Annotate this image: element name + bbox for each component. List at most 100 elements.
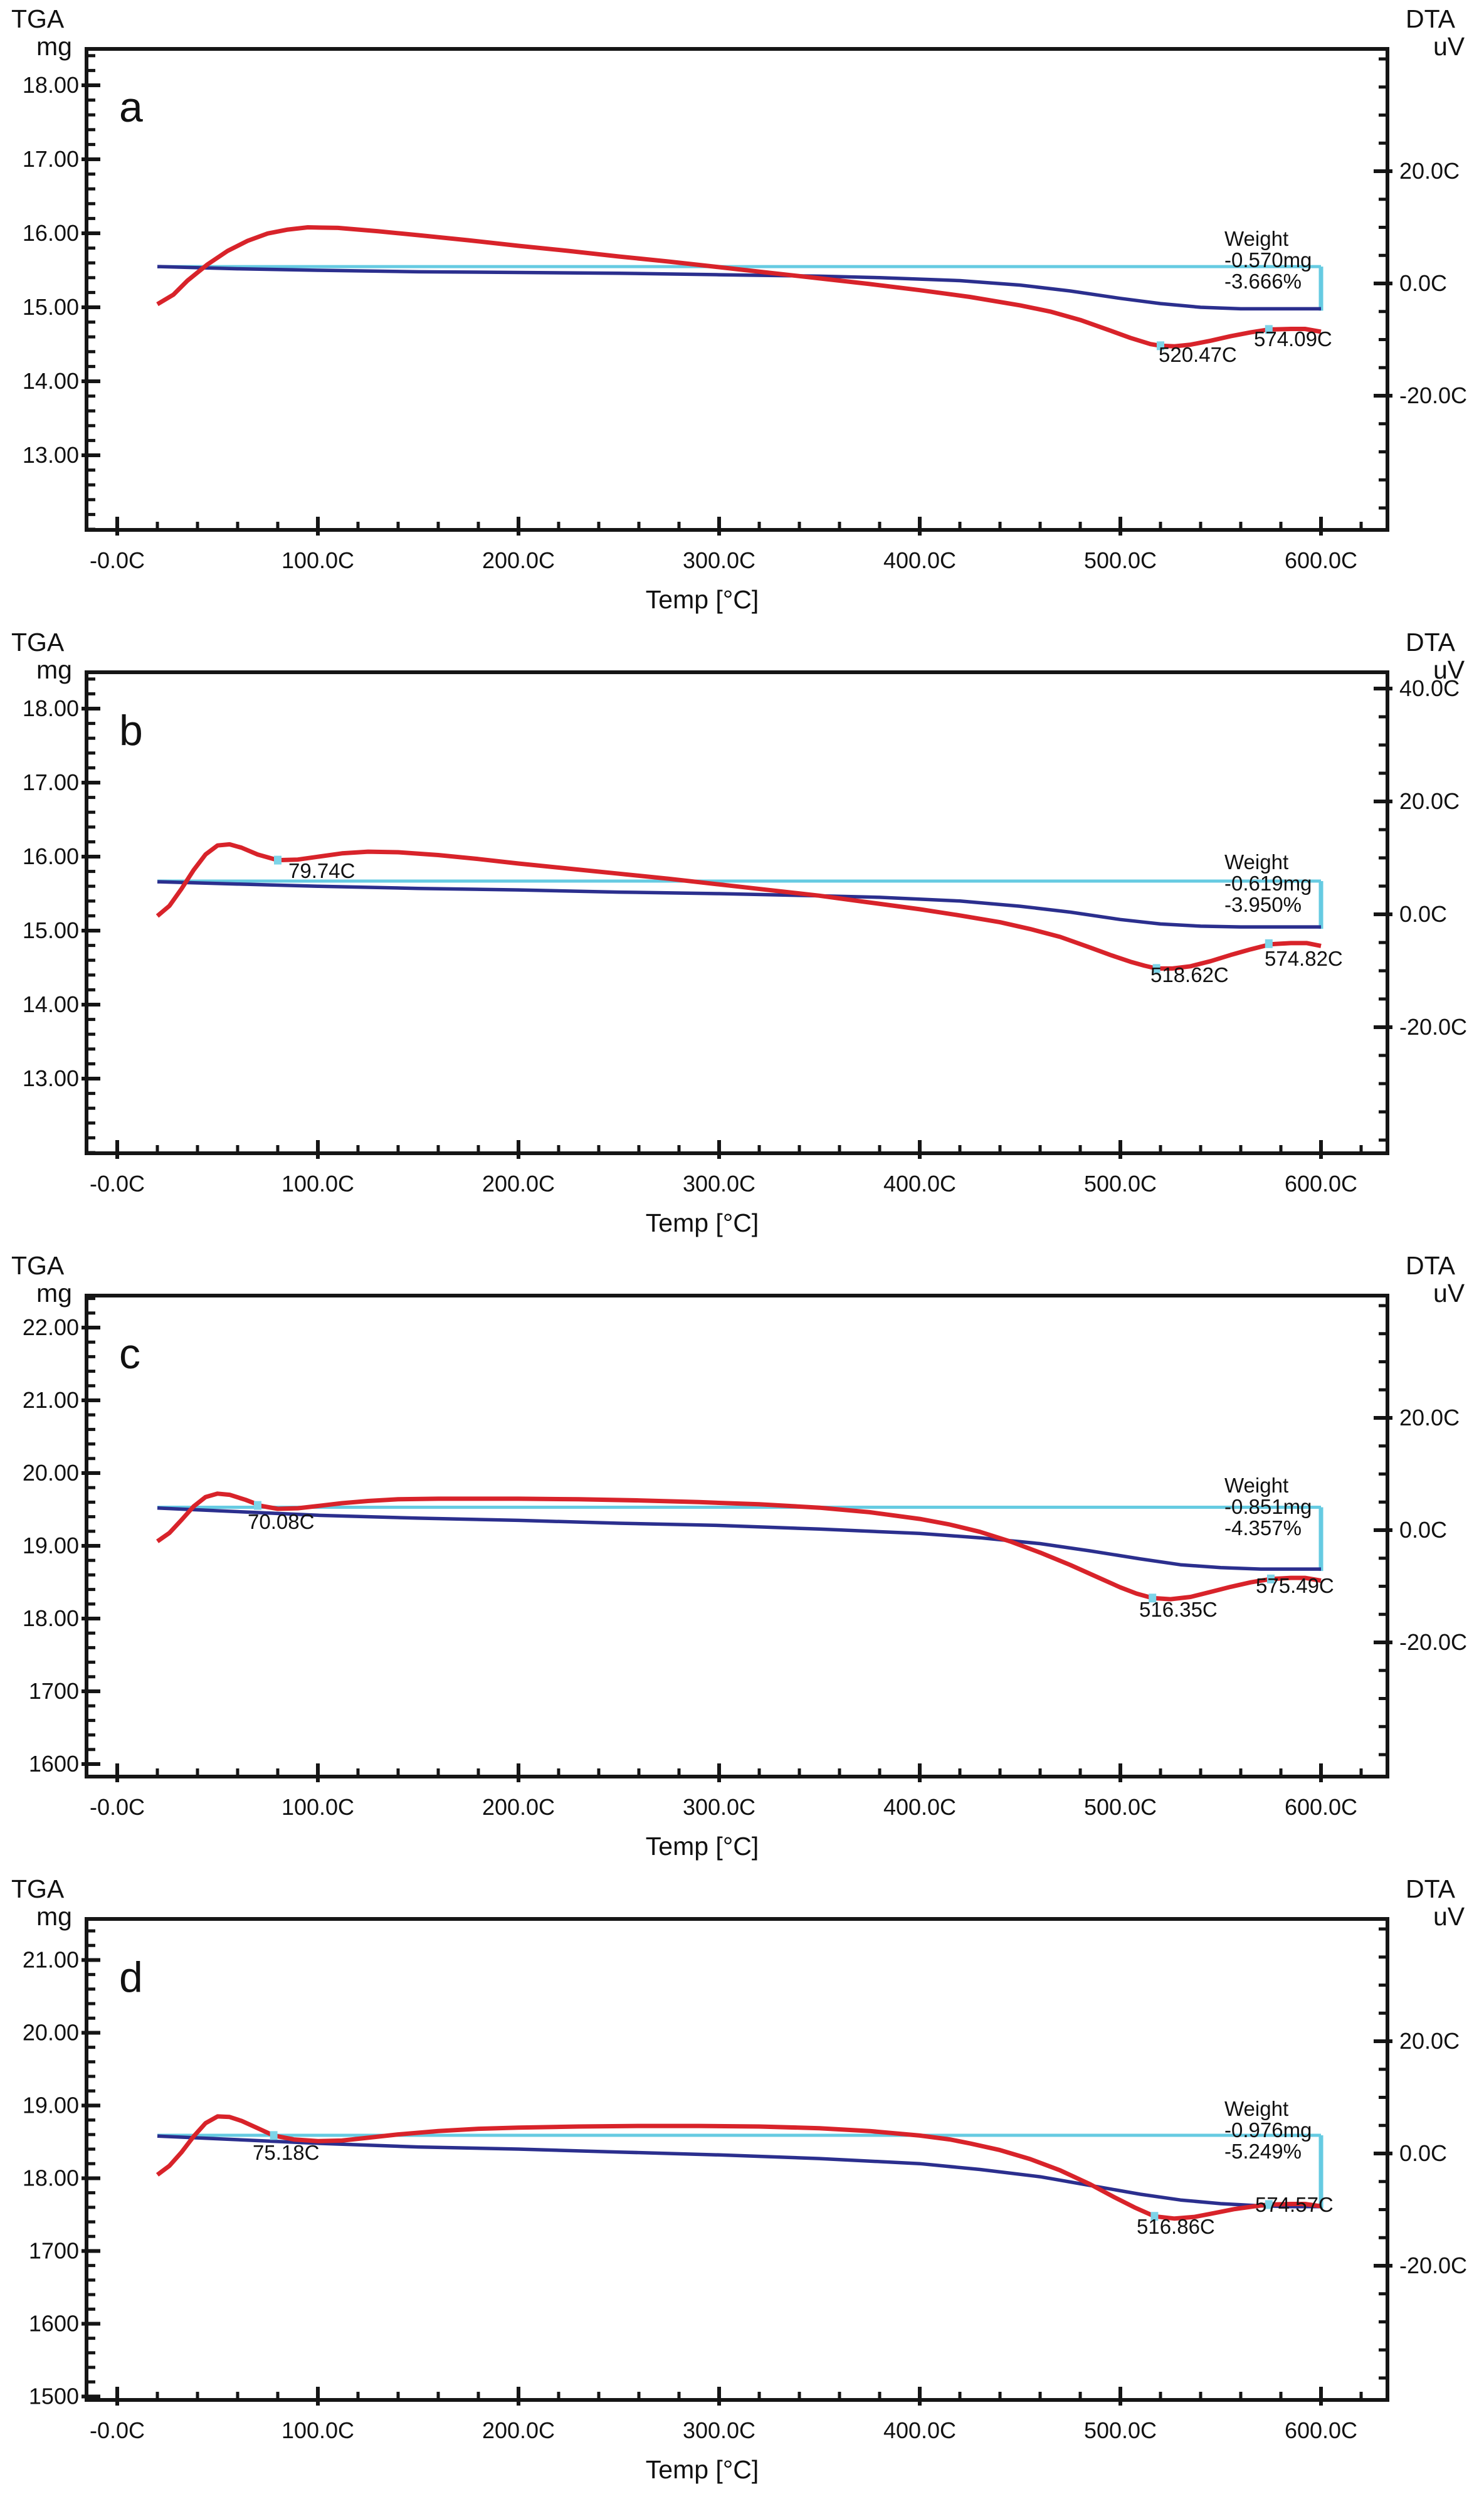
tga-tick-label: 13.00 — [23, 442, 79, 468]
x-tick-label: -0.0C — [90, 1794, 145, 1820]
dta-tick-label: 0.0C — [1399, 1517, 1447, 1543]
left-axis-title: TGA — [11, 4, 65, 33]
tga-tick-label: 14.00 — [23, 991, 79, 1017]
panel-a: -0.0C 100.0C 200.0C 300.0C 400.0C 500.0C 600.0… — [0, 0, 1484, 623]
x-tick-label: -0.0C — [90, 2417, 145, 2443]
tga-tick-label: 16.00 — [23, 220, 79, 246]
x-tick-label: 600.0C — [1285, 1171, 1357, 1197]
plot-frame — [85, 47, 1389, 532]
left-axis-title: TGA — [11, 1251, 65, 1280]
x-tick-label: 600.0C — [1285, 1794, 1357, 1820]
weight-annotation-line: -0.570mg — [1224, 248, 1312, 272]
tga-tick-label: 1500 — [29, 2383, 79, 2409]
annotation-marker — [1150, 2212, 1159, 2221]
dta-tick-label: 0.0C — [1399, 270, 1447, 296]
x-tick-label: 600.0C — [1285, 547, 1357, 573]
annotation-marker — [254, 1501, 261, 1510]
x-tick-label: 500.0C — [1084, 1171, 1157, 1197]
tga-curve — [157, 1506, 1321, 1571]
temperature-label: 70.08C — [248, 1510, 314, 1533]
annotation-marker — [270, 2131, 278, 2140]
x-tick-label: 200.0C — [482, 2417, 555, 2443]
plot-frame — [85, 670, 1389, 1155]
tga-tick-label: 15.00 — [23, 917, 79, 943]
panel-c: -0.0C 100.0C 200.0C 300.0C 400.0C 500.0C 600.0… — [0, 1247, 1484, 1870]
x-tick-label: -0.0C — [90, 1171, 145, 1197]
tga-curve — [157, 265, 1321, 311]
chart-panel-c: -0.0C 100.0C 200.0C 300.0C 400.0C 500.0C 600.0… — [11, 1251, 1467, 1861]
weight-annotation-line: -0.976mg — [1224, 2118, 1312, 2142]
x-tick-label: 400.0C — [883, 1171, 956, 1197]
annotation-marker — [1149, 1593, 1157, 1603]
annotation-marker — [274, 855, 282, 865]
right-axis-unit: uV — [1433, 655, 1465, 684]
left-axis-title: TGA — [11, 1874, 65, 1903]
tga-tick-label: 21.00 — [23, 1387, 79, 1413]
weight-annotation-line: Weight — [1224, 227, 1288, 250]
x-tick-label: 600.0C — [1285, 2417, 1357, 2443]
x-tick-label: 200.0C — [482, 547, 555, 573]
dta-tick-label: 20.0C — [1399, 1405, 1460, 1430]
tga-tick-label: 18.00 — [23, 72, 79, 98]
chart-panel-b: -0.0C 100.0C 200.0C 300.0C 400.0C 500.0C 600.0… — [11, 628, 1467, 1237]
temperature-label: 516.86C — [1137, 2215, 1215, 2238]
dta-tick-label: 20.0C — [1399, 158, 1460, 184]
right-axis-title: DTA — [1406, 4, 1456, 33]
temperature-label: 574.09C — [1254, 327, 1332, 351]
tga-curve — [157, 2134, 1321, 2209]
weight-annotation-line: -5.249% — [1224, 2140, 1302, 2163]
tga-tick-label: 14.00 — [23, 368, 79, 394]
panel-b: -0.0C 100.0C 200.0C 300.0C 400.0C 500.0C 600.0… — [0, 623, 1484, 1247]
temperature-label: 520.47C — [1159, 343, 1237, 366]
tga-tick-label: 1600 — [29, 1751, 79, 1777]
weight-annotation-line: Weight — [1224, 2097, 1288, 2120]
x-axis-title: Temp [°C] — [646, 1208, 759, 1237]
x-tick-label: 100.0C — [282, 547, 354, 573]
tga-tick-label: 17.00 — [23, 769, 79, 795]
x-tick-label: 500.0C — [1084, 1794, 1157, 1820]
tga-tick-label: 1600 — [29, 2310, 79, 2336]
dta-tick-label: -20.0C — [1399, 1629, 1467, 1655]
temperature-label: 574.82C — [1265, 947, 1343, 970]
x-tick-label: 200.0C — [482, 1794, 555, 1820]
panel-letter: d — [119, 1953, 143, 2001]
x-axis-title: Temp [°C] — [646, 585, 759, 614]
tga-tick-label: 17.00 — [23, 146, 79, 172]
dta-curve — [156, 225, 1322, 349]
left-axis-title: TGA — [11, 628, 65, 657]
annotation-marker — [1265, 2200, 1273, 2209]
weight-annotation-line: -3.950% — [1224, 893, 1302, 916]
annotation-marker — [1157, 341, 1164, 351]
annotation-marker — [1267, 1574, 1275, 1583]
x-tick-label: 300.0C — [683, 2417, 755, 2443]
temperature-label: 518.62C — [1150, 963, 1229, 986]
tga-tick-label: 13.00 — [23, 1065, 79, 1091]
temperature-label: 574.57C — [1255, 2193, 1334, 2216]
dta-tick-label: 0.0C — [1399, 901, 1447, 927]
dta-tick-label: -20.0C — [1399, 383, 1467, 408]
x-tick-label: 500.0C — [1084, 2417, 1157, 2443]
chart-panel-d: -0.0C 100.0C 200.0C 300.0C 400.0C 500.0C 600.0… — [11, 1874, 1467, 2484]
tga-tick-label: 18.00 — [23, 1605, 79, 1631]
tga-tick-label: 1700 — [29, 1678, 79, 1704]
tga-tick-label: 19.00 — [23, 2092, 79, 2118]
dta-tick-label: 0.0C — [1399, 2140, 1447, 2166]
x-axis-title: Temp [°C] — [646, 2455, 759, 2484]
temperature-label: 79.74C — [288, 859, 355, 882]
x-tick-label: 200.0C — [482, 1171, 555, 1197]
left-axis-unit: mg — [36, 655, 72, 684]
dta-curve — [155, 2114, 1322, 2221]
tga-tick-label: 20.00 — [23, 2019, 79, 2045]
right-axis-title: DTA — [1406, 1251, 1456, 1280]
chart-panel-a: -0.0C 100.0C 200.0C 300.0C 400.0C 500.0C 600.0… — [11, 4, 1467, 614]
dta-tick-label: 40.0C — [1399, 675, 1460, 701]
left-axis-unit: mg — [36, 1279, 72, 1308]
dta-tick-label: 20.0C — [1399, 788, 1460, 814]
right-axis-title: DTA — [1406, 628, 1456, 657]
tga-tick-label: 15.00 — [23, 294, 79, 320]
tga-tick-label: 20.00 — [23, 1460, 79, 1486]
dta-curve — [155, 842, 1322, 971]
x-axis-title: Temp [°C] — [646, 1832, 759, 1861]
dta-tick-label: 20.0C — [1399, 2028, 1460, 2054]
